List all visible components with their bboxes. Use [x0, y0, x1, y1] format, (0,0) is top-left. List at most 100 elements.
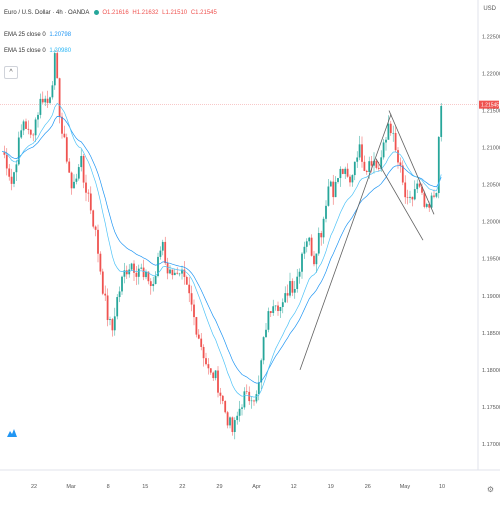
- collapse-legend-button[interactable]: ^: [4, 66, 18, 79]
- candle-body: [409, 196, 411, 198]
- candle-body: [209, 368, 212, 373]
- candle-body: [257, 382, 260, 395]
- candle-body: [236, 415, 239, 421]
- candle-body: [46, 98, 49, 103]
- candle-body: [219, 392, 222, 396]
- candle-body: [394, 132, 397, 151]
- candle-body: [274, 305, 277, 307]
- tradingview-logo-icon: [7, 429, 17, 437]
- candle-body: [349, 176, 351, 183]
- y-tick-label: 1.17500: [482, 405, 500, 411]
- ohlc-open: O1.21616: [102, 10, 129, 17]
- x-tick-label: May: [400, 484, 411, 490]
- candle-body: [176, 272, 179, 274]
- candle-body: [380, 157, 383, 169]
- candle-body: [325, 205, 327, 219]
- candle-body: [104, 293, 107, 296]
- candle-body: [289, 281, 291, 296]
- candle-body: [25, 121, 27, 129]
- candle-body: [346, 168, 349, 177]
- candle-body: [291, 281, 294, 293]
- candle-body: [65, 137, 68, 162]
- candle-body: [85, 182, 87, 193]
- channel-line-lower: [375, 158, 424, 241]
- candle-body: [298, 271, 301, 277]
- candle-body: [440, 105, 443, 137]
- candle-body: [178, 273, 181, 275]
- y-tick-label: 1.21500: [482, 109, 500, 115]
- candle-body: [99, 253, 102, 272]
- candle-body: [327, 186, 330, 206]
- candle-body: [63, 133, 66, 138]
- candle-body: [82, 156, 85, 183]
- candle-body: [245, 391, 248, 392]
- y-tick-label: 1.19000: [482, 294, 500, 300]
- candle-body: [140, 267, 143, 269]
- candle-body: [296, 276, 299, 289]
- candle-body: [224, 401, 227, 413]
- candle-body: [113, 316, 116, 331]
- candle-body: [286, 293, 289, 296]
- candle-body: [94, 226, 97, 230]
- candle-body: [89, 193, 92, 211]
- candle-body: [157, 256, 159, 277]
- candle-body: [205, 358, 207, 365]
- candle-body: [171, 269, 174, 276]
- candle-body: [267, 311, 270, 330]
- candle-body: [27, 128, 30, 130]
- candle-body: [411, 196, 414, 200]
- candle-body: [226, 412, 229, 426]
- ohlc-high: H1.21632: [132, 10, 159, 17]
- legend-ema25[interactable]: EMA 25 close 0 1.20798: [4, 32, 71, 38]
- candle-body: [181, 269, 183, 274]
- candle-body: [195, 317, 198, 335]
- legend-ema15[interactable]: EMA 15 close 0 1.20980: [4, 48, 71, 54]
- candle-body: [73, 181, 75, 189]
- y-tick-label: 1.21000: [482, 146, 500, 152]
- candle-body: [385, 139, 387, 143]
- current-price-tag-label: 1.21545: [481, 103, 499, 109]
- candle-body: [154, 276, 157, 284]
- candle-body: [413, 189, 416, 200]
- y-tick-label: 1.19500: [482, 257, 500, 263]
- candle-body: [337, 178, 339, 182]
- candle-body: [284, 293, 287, 303]
- y-tick-label: 1.22500: [482, 35, 500, 41]
- candle-body: [332, 181, 335, 198]
- candle-body: [51, 85, 54, 98]
- candle-body: [334, 181, 337, 198]
- legend-ema25-value: 1.20798: [49, 32, 72, 38]
- x-tick-label: 15: [142, 484, 148, 490]
- candle-body: [351, 175, 354, 183]
- candle-body: [190, 293, 193, 305]
- candle-body: [118, 291, 121, 298]
- y-tick-label: 1.17000: [482, 442, 500, 448]
- candle-body: [173, 272, 176, 276]
- candle-body: [58, 78, 61, 117]
- candle-body: [22, 121, 25, 131]
- candle-body: [87, 192, 90, 194]
- candle-body: [183, 269, 186, 277]
- candle-body: [77, 167, 80, 179]
- candle-body: [188, 284, 191, 294]
- x-tick-label: 8: [107, 484, 110, 490]
- candle-body: [164, 241, 167, 264]
- candle-body: [279, 307, 282, 311]
- candle-body: [382, 142, 385, 158]
- candle-body: [356, 157, 359, 162]
- candle-body: [123, 270, 126, 277]
- candle-body: [373, 160, 375, 166]
- candle-body: [125, 270, 128, 275]
- candle-body: [281, 302, 284, 308]
- candle-body: [406, 197, 409, 198]
- candle-body: [238, 408, 241, 416]
- candle-body: [116, 297, 119, 317]
- settings-gear-icon[interactable]: ⚙: [486, 485, 494, 494]
- x-tick-label: 22: [31, 484, 37, 490]
- x-tick-label: 19: [328, 484, 334, 490]
- x-tick-label: 29: [216, 484, 222, 490]
- candle-body: [32, 134, 35, 136]
- candle-body: [320, 232, 323, 238]
